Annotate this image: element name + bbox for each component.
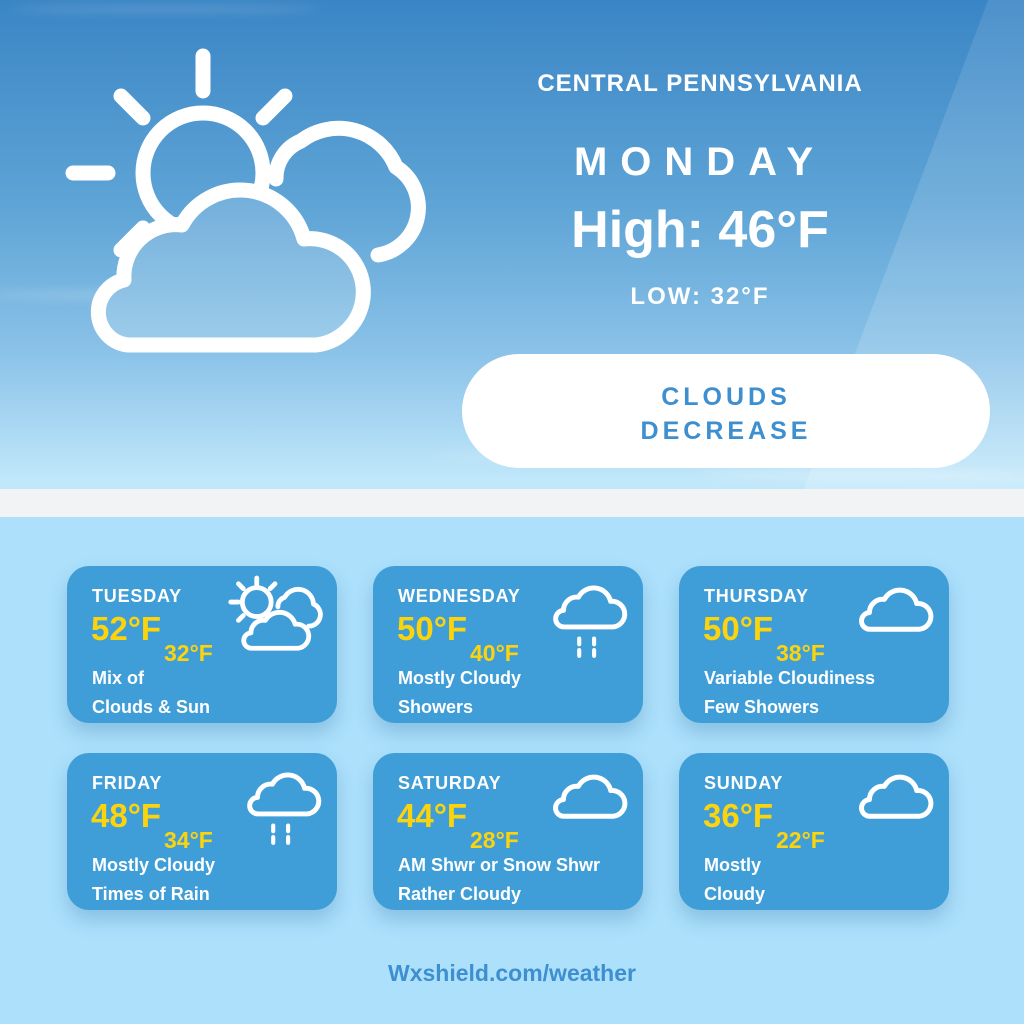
card-desc-line2: Clouds & Sun — [92, 697, 210, 717]
card-day-label: FRIDAY — [92, 773, 163, 793]
today-low-temp: LOW: 32°F — [630, 283, 770, 310]
card-desc-line2: Few Showers — [704, 697, 820, 717]
cloud-wisp — [700, 470, 1024, 480]
card-high-temp: 52°F — [91, 610, 162, 647]
card-low-temp: 34°F — [164, 827, 213, 853]
forecast-card-tuesday: TUESDAY 52°F 32°F Mix of Clouds & Sun — [67, 566, 337, 723]
card-desc-line1: Mostly — [704, 855, 762, 875]
location-title: CENTRAL PENNSYLVANIA — [537, 70, 863, 97]
card-day-label: SUNDAY — [704, 773, 784, 793]
condition-pill: CLOUDS DECREASE — [462, 354, 990, 468]
sun-behind-clouds-icon — [58, 46, 426, 378]
card-desc-line1: Variable Cloudiness — [704, 668, 876, 688]
cloud-icon — [539, 760, 631, 852]
forecast-card-friday: FRIDAY 48°F 34°F Mostly Cloudy Times of … — [67, 753, 337, 910]
card-desc-line2: Times of Rain — [92, 884, 210, 904]
forecast-card-grid: TUESDAY 52°F 32°F Mix of Clouds & Sun — [67, 566, 949, 910]
card-high-temp: 44°F — [397, 797, 468, 834]
card-day-label: WEDNESDAY — [398, 586, 521, 606]
today-day-label: MONDAY — [573, 140, 827, 184]
condition-line-2: DECREASE — [640, 417, 812, 445]
card-day-label: TUESDAY — [92, 586, 182, 606]
divider-band — [0, 489, 1024, 517]
card-low-temp: 22°F — [776, 827, 825, 853]
website-url: Wxshield.com/weather — [388, 960, 636, 986]
card-day-label: THURSDAY — [704, 586, 809, 606]
cloud-wisp — [10, 6, 320, 12]
card-high-temp: 50°F — [703, 610, 774, 647]
condition-line-1: CLOUDS — [661, 383, 791, 411]
rain-cloud-icon — [539, 573, 631, 665]
cloud-icon — [845, 760, 937, 852]
forecast-card-wednesday: WEDNESDAY 50°F 40°F Mostly Cloudy Shower… — [373, 566, 643, 723]
card-low-temp: 38°F — [776, 640, 825, 666]
card-desc-line2: Showers — [398, 697, 474, 717]
card-desc-line2: Rather Cloudy — [398, 884, 522, 904]
forecast-card-saturday: SATURDAY 44°F 28°F AM Shwr or Snow Shwr … — [373, 753, 643, 910]
card-high-temp: 48°F — [91, 797, 162, 834]
card-desc-line1: Mostly Cloudy — [398, 668, 522, 688]
card-high-temp: 50°F — [397, 610, 468, 647]
card-desc-line1: AM Shwr or Snow Shwr — [398, 855, 601, 875]
card-low-temp: 28°F — [470, 827, 519, 853]
sun-clouds-icon — [228, 573, 325, 665]
card-desc-line2: Cloudy — [704, 884, 765, 904]
card-high-temp: 36°F — [703, 797, 774, 834]
card-desc-line1: Mix of — [92, 668, 144, 688]
rain-cloud-icon — [233, 760, 325, 852]
forecast-card-sunday: SUNDAY 36°F 22°F Mostly Cloudy — [679, 753, 949, 910]
card-desc-line1: Mostly Cloudy — [92, 855, 216, 875]
card-low-temp: 40°F — [470, 640, 519, 666]
card-day-label: SATURDAY — [398, 773, 502, 793]
card-low-temp: 32°F — [164, 640, 213, 666]
cloud-icon — [845, 573, 937, 665]
forecast-card-thursday: THURSDAY 50°F 38°F Variable Cloudiness F… — [679, 566, 949, 723]
today-high-temp: High: 46°F — [571, 201, 829, 259]
